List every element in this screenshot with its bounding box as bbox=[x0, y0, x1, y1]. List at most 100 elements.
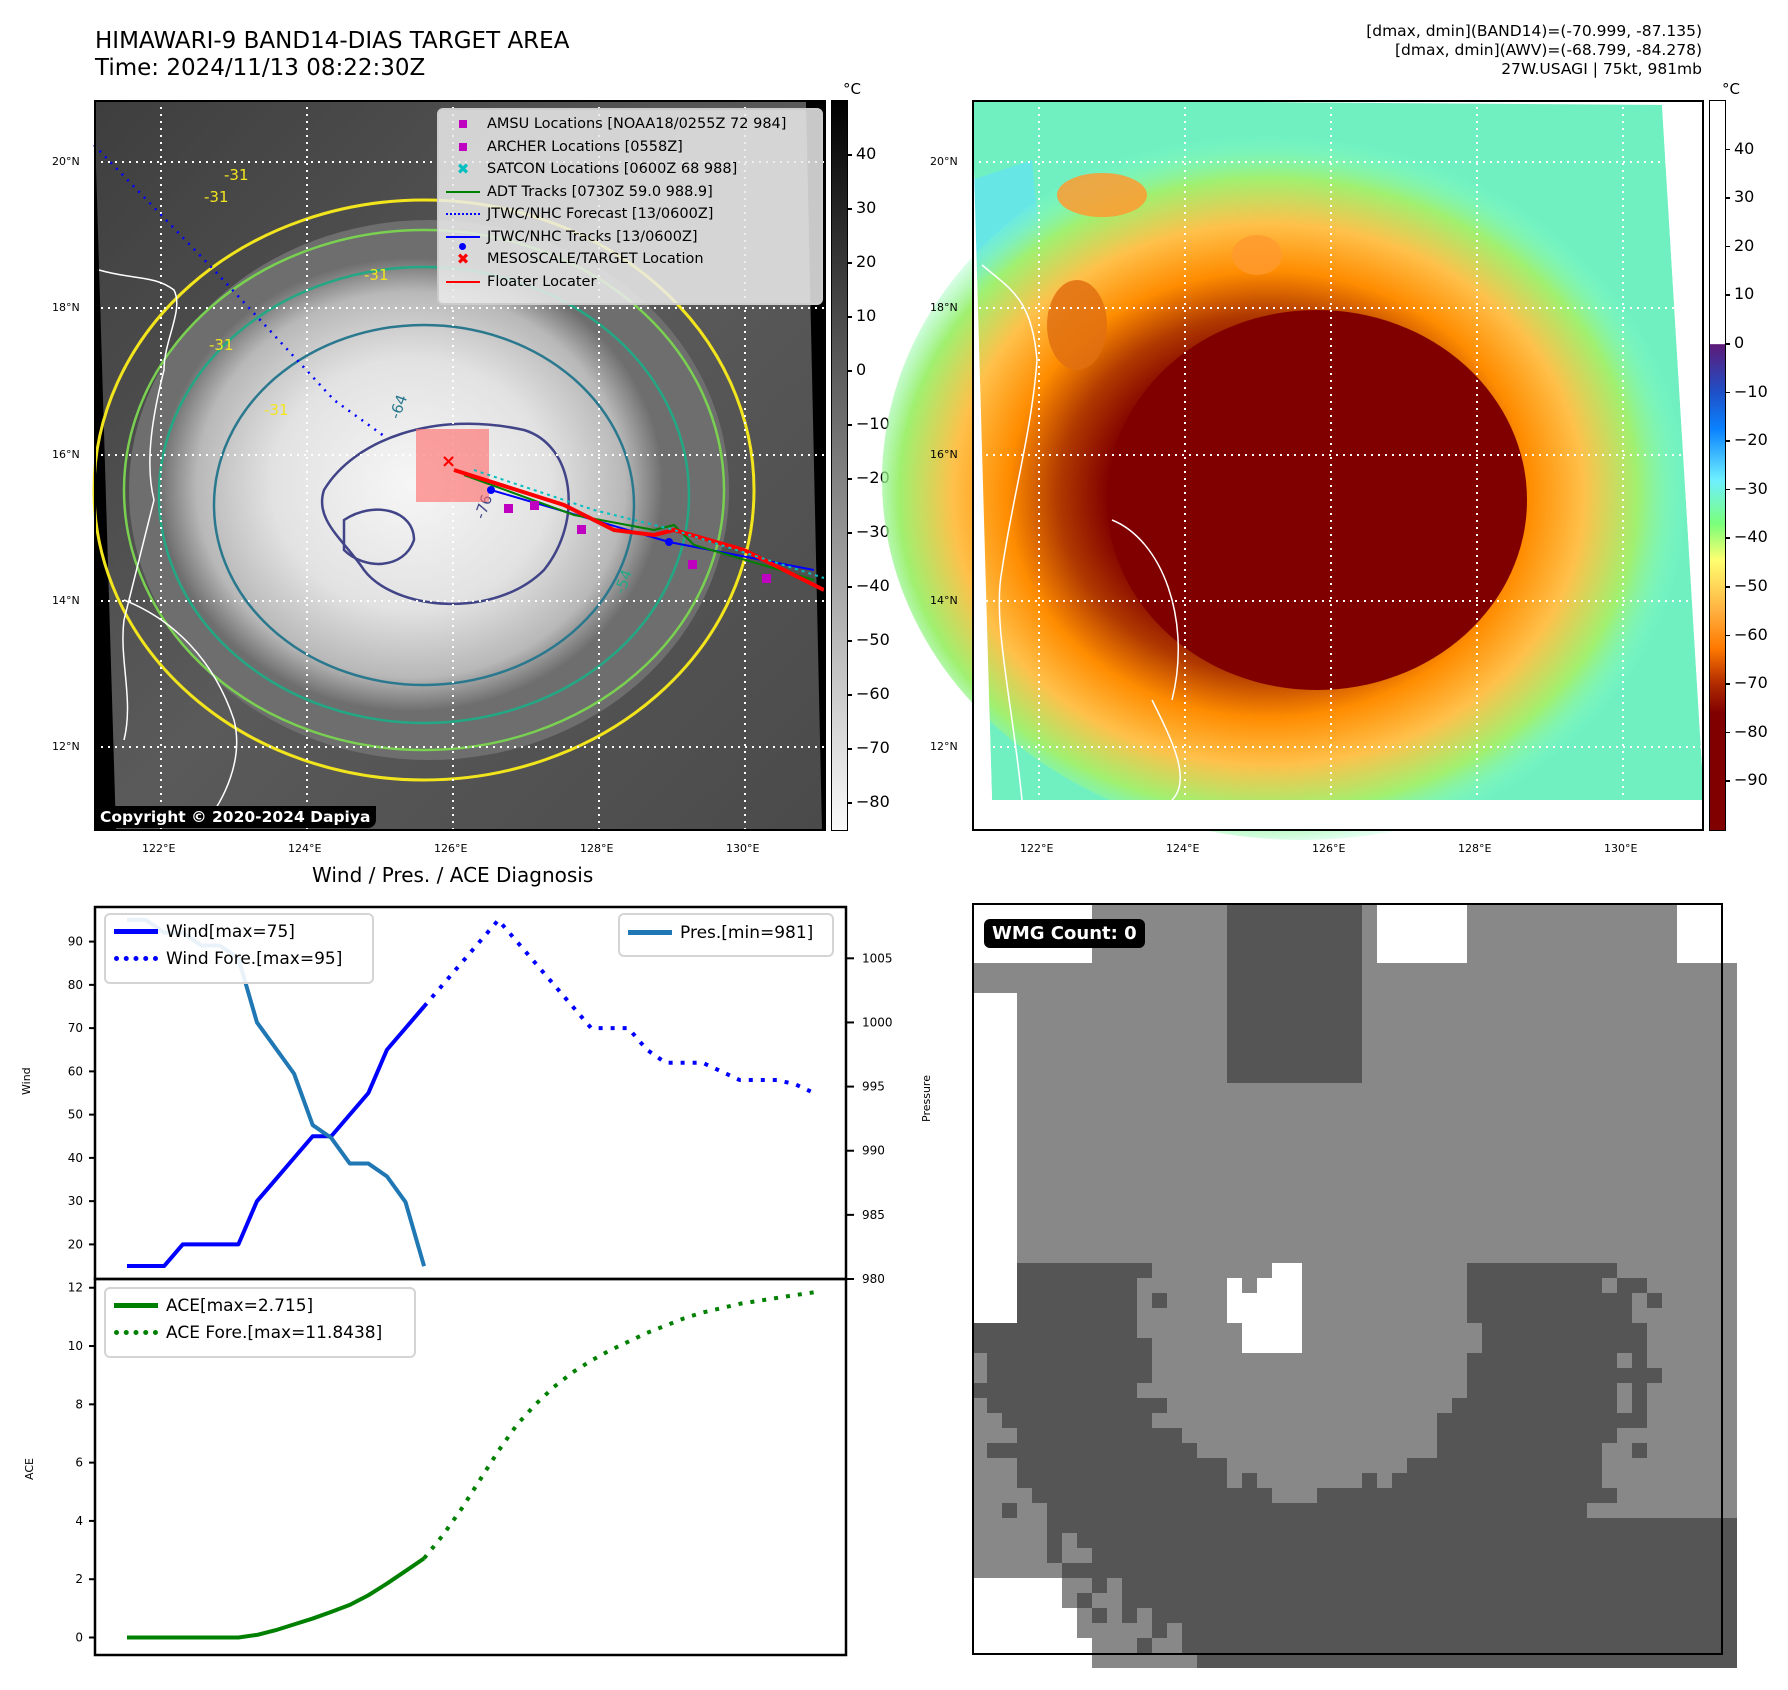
wmg-cell bbox=[972, 933, 987, 948]
wmg-cell bbox=[1542, 1653, 1557, 1668]
wmg-cell bbox=[1632, 1173, 1647, 1188]
wmg-cell bbox=[1287, 963, 1302, 978]
wmg-cell bbox=[1392, 1503, 1407, 1518]
wmg-cell bbox=[1002, 1218, 1017, 1233]
wmg-cell bbox=[1602, 903, 1617, 918]
wmg-cell bbox=[1707, 1548, 1722, 1563]
wmg-cell bbox=[1062, 1218, 1077, 1233]
wmg-cell bbox=[1062, 1068, 1077, 1083]
wmg-cell bbox=[1107, 1308, 1122, 1323]
wmg-cell bbox=[1047, 1398, 1062, 1413]
colorbar-tick-label: −20 bbox=[856, 468, 890, 487]
wmg-cell bbox=[1527, 1188, 1542, 1203]
wmg-cell bbox=[1557, 1098, 1572, 1113]
wmg-cell bbox=[1677, 1158, 1692, 1173]
wmg-cell bbox=[1542, 933, 1557, 948]
wmg-cell bbox=[1467, 1353, 1482, 1368]
wmg-cell bbox=[1647, 978, 1662, 993]
wmg-cell bbox=[1002, 948, 1017, 963]
wmg-cell bbox=[1662, 1038, 1677, 1053]
wmg-cell bbox=[1047, 1593, 1062, 1608]
wmg-cell bbox=[1482, 1503, 1497, 1518]
wmg-cell bbox=[1452, 1353, 1467, 1368]
legend-item-wind-forecast: Wind Fore.[max=95] bbox=[106, 945, 372, 972]
wmg-cell bbox=[972, 1638, 987, 1653]
wmg-cell bbox=[1002, 1443, 1017, 1458]
wmg-cell bbox=[1242, 1233, 1257, 1248]
wmg-cell bbox=[1317, 1503, 1332, 1518]
wmg-cell bbox=[1647, 1173, 1662, 1188]
wmg-cell bbox=[1167, 903, 1182, 918]
wmg-cell bbox=[1092, 1053, 1107, 1068]
wmg-cell bbox=[1137, 1128, 1152, 1143]
wmg-cell bbox=[1257, 1158, 1272, 1173]
wmg-cell bbox=[1572, 1533, 1587, 1548]
wmg-cell bbox=[1722, 1413, 1737, 1428]
wmg-cell bbox=[1107, 1188, 1122, 1203]
wmg-cell bbox=[1692, 1068, 1707, 1083]
wmg-cell bbox=[1392, 1083, 1407, 1098]
wmg-cell bbox=[987, 1563, 1002, 1578]
wmg-cell bbox=[1407, 1488, 1422, 1503]
wmg-cell bbox=[1617, 1248, 1632, 1263]
wmg-cell bbox=[1272, 948, 1287, 963]
wmg-cell bbox=[1212, 1503, 1227, 1518]
wmg-cell bbox=[1722, 1578, 1737, 1593]
wmg-cell bbox=[1122, 1038, 1137, 1053]
wmg-cell bbox=[1302, 1623, 1317, 1638]
wmg-cell bbox=[1707, 1188, 1722, 1203]
wmg-cell bbox=[1257, 1623, 1272, 1638]
wmg-cell bbox=[1572, 1593, 1587, 1608]
wmg-cell bbox=[1512, 1278, 1527, 1293]
lon-tick: 130°E bbox=[726, 842, 760, 855]
wmg-cell bbox=[1422, 1593, 1437, 1608]
wmg-cell bbox=[1242, 1143, 1257, 1158]
lat-tick: 16°N bbox=[930, 448, 958, 461]
wmg-cell bbox=[1632, 1623, 1647, 1638]
wmg-cell bbox=[1377, 948, 1392, 963]
wmg-cell bbox=[1407, 1653, 1422, 1668]
wmg-cell bbox=[1482, 1353, 1497, 1368]
wmg-cell bbox=[1722, 1323, 1737, 1338]
left-map-frame bbox=[94, 100, 826, 831]
wmg-cell bbox=[1647, 1533, 1662, 1548]
wmg-cell bbox=[1107, 1488, 1122, 1503]
wmg-cell bbox=[1602, 1308, 1617, 1323]
wmg-cell bbox=[1557, 1188, 1572, 1203]
wmg-cell bbox=[1392, 1518, 1407, 1533]
colorbar-tick-label: 40 bbox=[856, 144, 877, 163]
wmg-cell bbox=[1662, 1383, 1677, 1398]
wmg-cell bbox=[1227, 1653, 1242, 1668]
wmg-cell bbox=[972, 1368, 987, 1383]
wmg-cell bbox=[1392, 948, 1407, 963]
wmg-cell bbox=[1677, 1308, 1692, 1323]
wmg-cell bbox=[1212, 933, 1227, 948]
wmg-cell bbox=[1617, 1158, 1632, 1173]
wmg-cell bbox=[1137, 1053, 1152, 1068]
wmg-cell bbox=[1272, 1158, 1287, 1173]
right-map-frame bbox=[972, 100, 1704, 831]
lon-tick: 126°E bbox=[1312, 842, 1346, 855]
wmg-cell bbox=[1197, 1638, 1212, 1653]
wmg-cell bbox=[1542, 903, 1557, 918]
legend-item-satcon: ✖ SATCON Locations [0600Z 68 988] bbox=[439, 158, 821, 181]
wmg-cell bbox=[1497, 1653, 1512, 1668]
wmg-cell bbox=[1617, 903, 1632, 918]
wmg-cell bbox=[1542, 948, 1557, 963]
wmg-cell bbox=[1362, 1008, 1377, 1023]
wmg-cell bbox=[1422, 1218, 1437, 1233]
wmg-cell bbox=[1077, 1113, 1092, 1128]
wmg-cell bbox=[1317, 1608, 1332, 1623]
wmg-cell bbox=[1002, 1293, 1017, 1308]
wmg-cell bbox=[1302, 1548, 1317, 1563]
wmg-cell bbox=[1707, 1278, 1722, 1293]
wmg-cell bbox=[1497, 1053, 1512, 1068]
wmg-cell bbox=[1677, 1413, 1692, 1428]
wmg-cell bbox=[1077, 1038, 1092, 1053]
wmg-cell bbox=[1692, 1323, 1707, 1338]
wmg-cell bbox=[1227, 1113, 1242, 1128]
wmg-cell bbox=[1152, 1548, 1167, 1563]
wmg-cell bbox=[1017, 1053, 1032, 1068]
wmg-cell bbox=[1377, 1533, 1392, 1548]
wmg-cell bbox=[1272, 1173, 1287, 1188]
